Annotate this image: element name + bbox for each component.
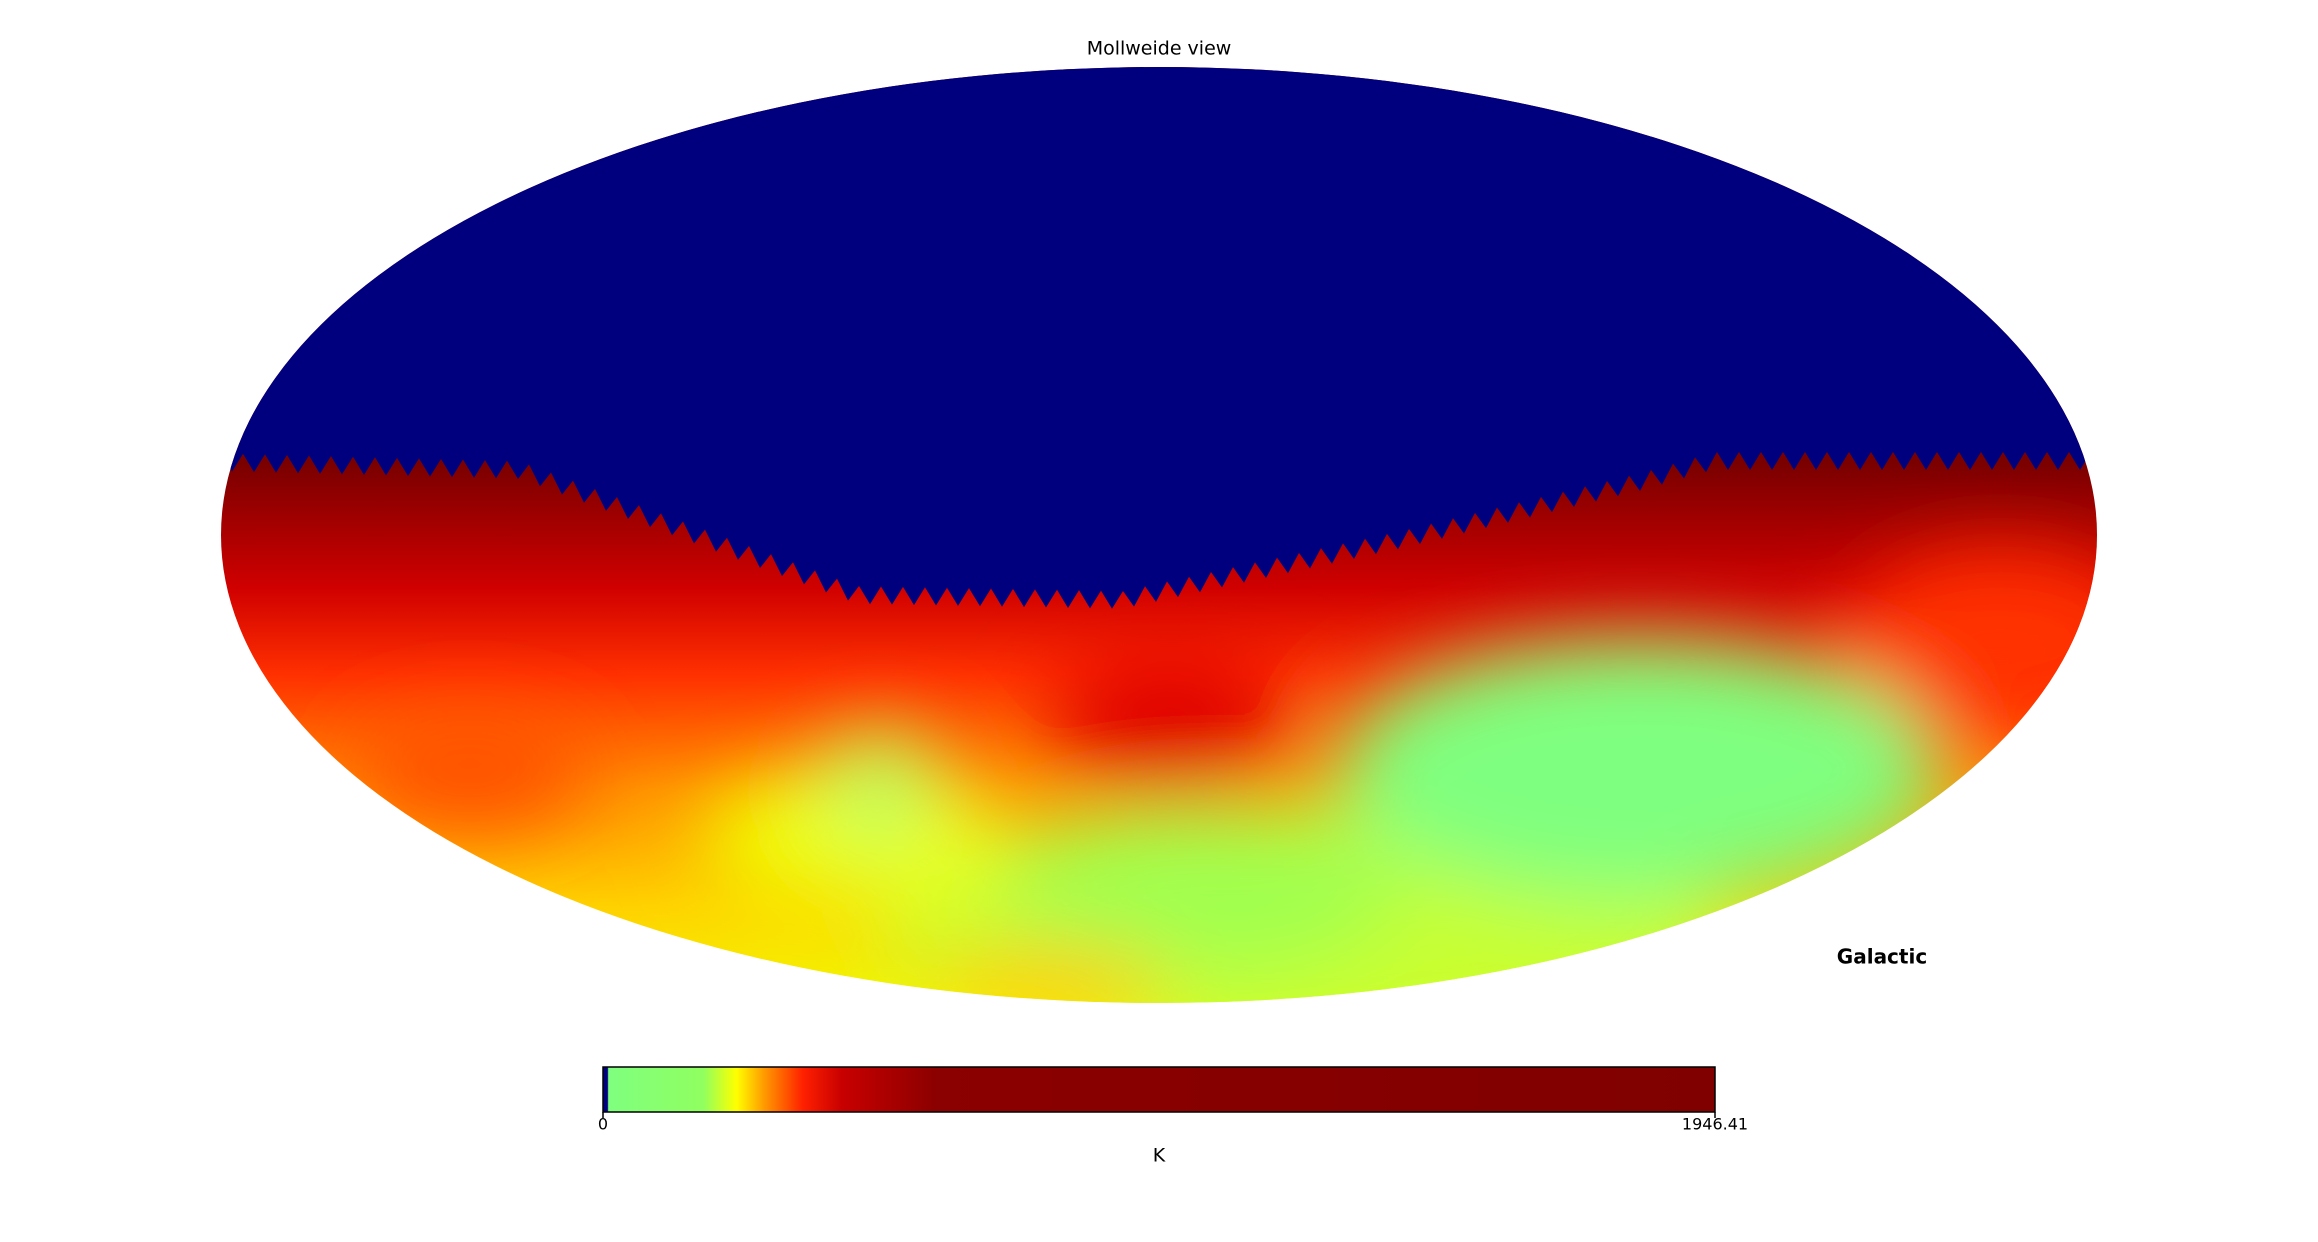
masked-region [221, 67, 2097, 609]
colorbar-tick-label: 1946.41 [1682, 1115, 1748, 1134]
sky-map [221, 67, 2097, 1003]
colorbar [602, 1066, 1716, 1113]
colorbar-tick-label: 0 [598, 1115, 608, 1134]
colorbar-label: K [1153, 1145, 1166, 1167]
coord-label: Galactic [1837, 945, 1927, 969]
chart-title: Mollweide view [1087, 38, 1232, 60]
